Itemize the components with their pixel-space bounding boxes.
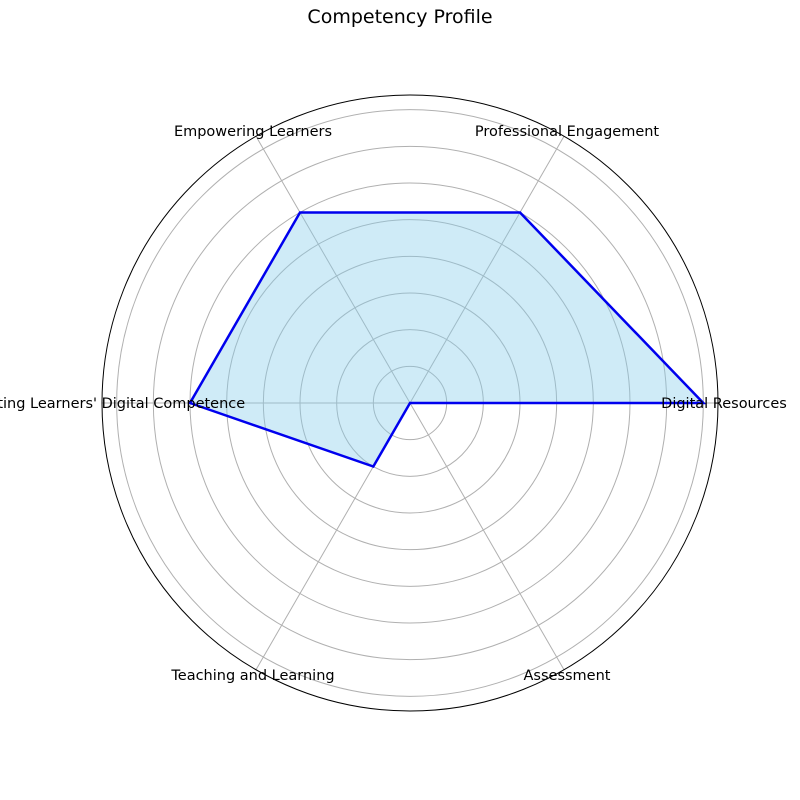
category-tick-label: Assessment	[524, 668, 611, 684]
category-tick-label: Professional Engagement	[475, 124, 660, 140]
label-layer: Digital Resources Professional Engagement…	[0, 124, 787, 684]
angular-grid-line	[255, 136, 411, 404]
category-tick-label: Facilitating Learners' Digital Competenc…	[0, 396, 245, 412]
category-tick-label: Teaching and Learning	[170, 668, 334, 684]
category-tick-label: Empowering Learners	[174, 124, 332, 140]
polar-frame	[101, 94, 719, 712]
chart-title: Competency Profile	[307, 6, 493, 28]
category-tick-label: Digital Resources	[661, 396, 787, 412]
series-line	[188, 211, 707, 469]
data-layer	[188, 211, 707, 469]
angular-grid-line	[409, 402, 565, 670]
angular-grid-line	[409, 136, 565, 404]
